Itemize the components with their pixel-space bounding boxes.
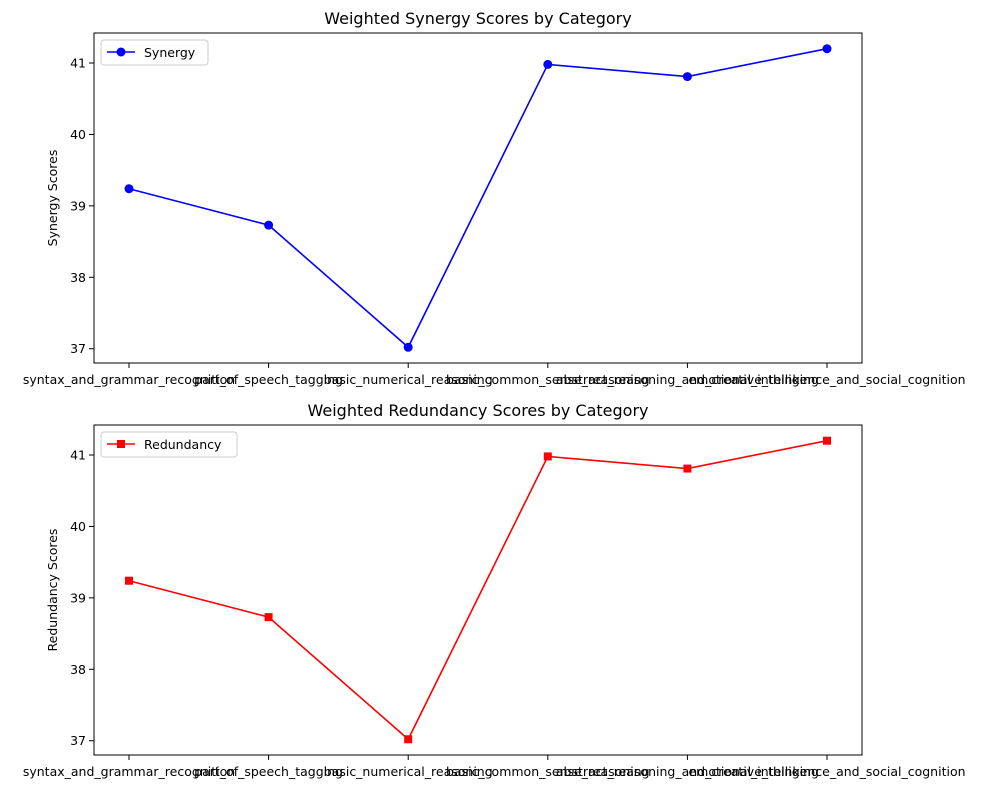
- redundancy-y-tick-label: 41: [70, 448, 86, 463]
- redundancy-y-tick-label: 37: [70, 733, 86, 748]
- redundancy-y-tick-label: 39: [70, 590, 86, 605]
- redundancy-plot-frame: [93, 424, 863, 756]
- synergy-data-point: [403, 342, 413, 352]
- redundancy-y-axis-label: Redundancy Scores: [45, 529, 60, 652]
- synergy-x-tick-label: syntax_and_grammar_recognition: [23, 372, 235, 387]
- redundancy-data-point: [404, 735, 413, 744]
- redundancy-legend-marker: [117, 440, 125, 448]
- redundancy-data-point: [823, 436, 831, 445]
- synergy-x-tick-label: emotional_intelligence_and_social_cognit…: [688, 372, 965, 387]
- redundancy-data-point: [543, 452, 552, 461]
- redundancy-legend-box: [100, 431, 238, 458]
- synergy-x-ticks: syntax_and_grammar_recognitionpart_of_sp…: [23, 363, 966, 387]
- redundancy-y-tick-label: 40: [70, 519, 86, 534]
- synergy-legend: Synergy: [100, 39, 209, 66]
- synergy-y-tick-label: 40: [70, 127, 86, 142]
- redundancy-legend: Redundancy: [100, 431, 238, 458]
- redundancy-x-tick-label: part_of_speech_tagging: [194, 764, 343, 779]
- synergy-data-point: [264, 220, 274, 230]
- synergy-x-tick-label: abstract_reasoning_and_creative_thinking: [556, 372, 819, 387]
- redundancy-x-tick-label: syntax_and_grammar_recognition: [23, 764, 235, 779]
- redundancy-legend-label: Redundancy: [144, 437, 222, 452]
- synergy-x-tick-label: part_of_speech_tagging: [194, 372, 343, 387]
- synergy-y-ticks: 37 38 39 40 41: [70, 56, 94, 356]
- synergy-x-tick-label: basic_common_sense_reasoning: [446, 372, 650, 387]
- redundancy-x-tick-label: abstract_reasoning_and_creative_thinking: [556, 764, 819, 779]
- redundancy-y-tick-label: 38: [70, 662, 86, 677]
- synergy-series: [124, 44, 832, 352]
- synergy-subplot: Weighted Synergy Scores by Category Syne…: [23, 9, 966, 387]
- synergy-y-tick-label: 38: [70, 270, 86, 285]
- synergy-chart-title: Weighted Synergy Scores by Category: [324, 9, 631, 28]
- redundancy-series-line: [128, 439, 828, 741]
- synergy-x-tick-label: basic_numerical_reasoning: [324, 372, 493, 387]
- synergy-y-tick-label: 37: [70, 341, 86, 356]
- redundancy-subplot: Weighted Redundancy Scores by Category R…: [23, 401, 966, 779]
- synergy-y-tick-label: 39: [70, 198, 86, 213]
- synergy-legend-label: Synergy: [144, 45, 196, 60]
- redundancy-series: [125, 436, 831, 744]
- redundancy-data-point: [683, 464, 692, 473]
- redundancy-data-point: [264, 613, 273, 622]
- redundancy-chart-title: Weighted Redundancy Scores by Category: [308, 401, 649, 420]
- synergy-data-point: [822, 44, 832, 54]
- redundancy-x-tick-label: basic_numerical_reasoning: [324, 764, 493, 779]
- synergy-series-line: [128, 47, 828, 349]
- redundancy-x-tick-label: basic_common_sense_reasoning: [446, 764, 650, 779]
- synergy-data-point: [124, 184, 134, 194]
- synergy-legend-box: [100, 39, 209, 66]
- redundancy-data-point: [125, 576, 133, 585]
- synergy-legend-marker: [116, 47, 126, 57]
- synergy-y-tick-label: 41: [70, 56, 86, 71]
- synergy-data-point: [682, 72, 692, 82]
- redundancy-x-ticks: syntax_and_grammar_recognitionpart_of_sp…: [23, 755, 966, 779]
- redundancy-x-tick-label: emotional_intelligence_and_social_cognit…: [688, 764, 965, 779]
- synergy-data-point: [543, 59, 553, 69]
- redundancy-y-ticks: 37 38 39 40 41: [70, 448, 94, 748]
- synergy-plot-frame: [93, 32, 863, 364]
- synergy-y-axis-label: Synergy Scores: [45, 150, 60, 247]
